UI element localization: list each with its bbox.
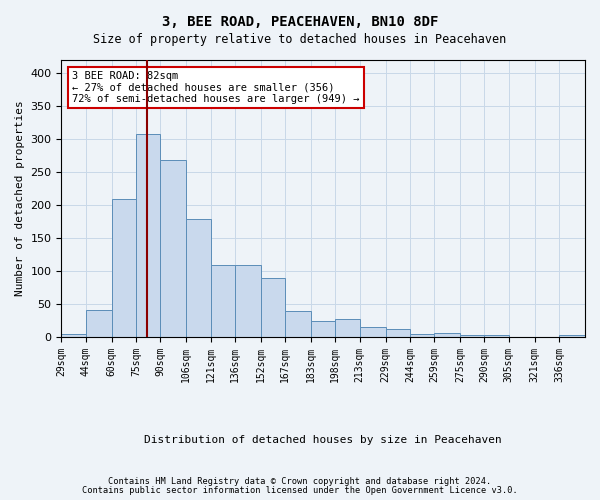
Bar xyxy=(261,278,285,337)
Bar xyxy=(434,332,460,337)
Text: 3, BEE ROAD, PEACEHAVEN, BN10 8DF: 3, BEE ROAD, PEACEHAVEN, BN10 8DF xyxy=(162,15,438,29)
Bar xyxy=(311,320,335,337)
Bar xyxy=(386,328,410,337)
Text: Contains public sector information licensed under the Open Government Licence v3: Contains public sector information licen… xyxy=(82,486,518,495)
Bar xyxy=(285,311,311,337)
Bar xyxy=(359,328,386,337)
Bar xyxy=(211,266,235,337)
X-axis label: Distribution of detached houses by size in Peacehaven: Distribution of detached houses by size … xyxy=(145,435,502,445)
Bar xyxy=(410,334,434,337)
Bar xyxy=(86,310,112,337)
Bar xyxy=(186,219,211,337)
Y-axis label: Number of detached properties: Number of detached properties xyxy=(15,101,25,296)
Bar xyxy=(61,334,86,337)
Bar xyxy=(112,200,136,337)
Bar xyxy=(160,160,186,337)
Bar xyxy=(136,134,160,337)
Text: Size of property relative to detached houses in Peacehaven: Size of property relative to detached ho… xyxy=(94,32,506,46)
Bar xyxy=(335,320,359,337)
Text: Contains HM Land Registry data © Crown copyright and database right 2024.: Contains HM Land Registry data © Crown c… xyxy=(109,477,491,486)
Bar xyxy=(484,334,509,337)
Text: 3 BEE ROAD: 82sqm
← 27% of detached houses are smaller (356)
72% of semi-detache: 3 BEE ROAD: 82sqm ← 27% of detached hous… xyxy=(72,71,359,104)
Bar xyxy=(559,334,585,337)
Bar xyxy=(235,266,261,337)
Bar xyxy=(460,334,484,337)
